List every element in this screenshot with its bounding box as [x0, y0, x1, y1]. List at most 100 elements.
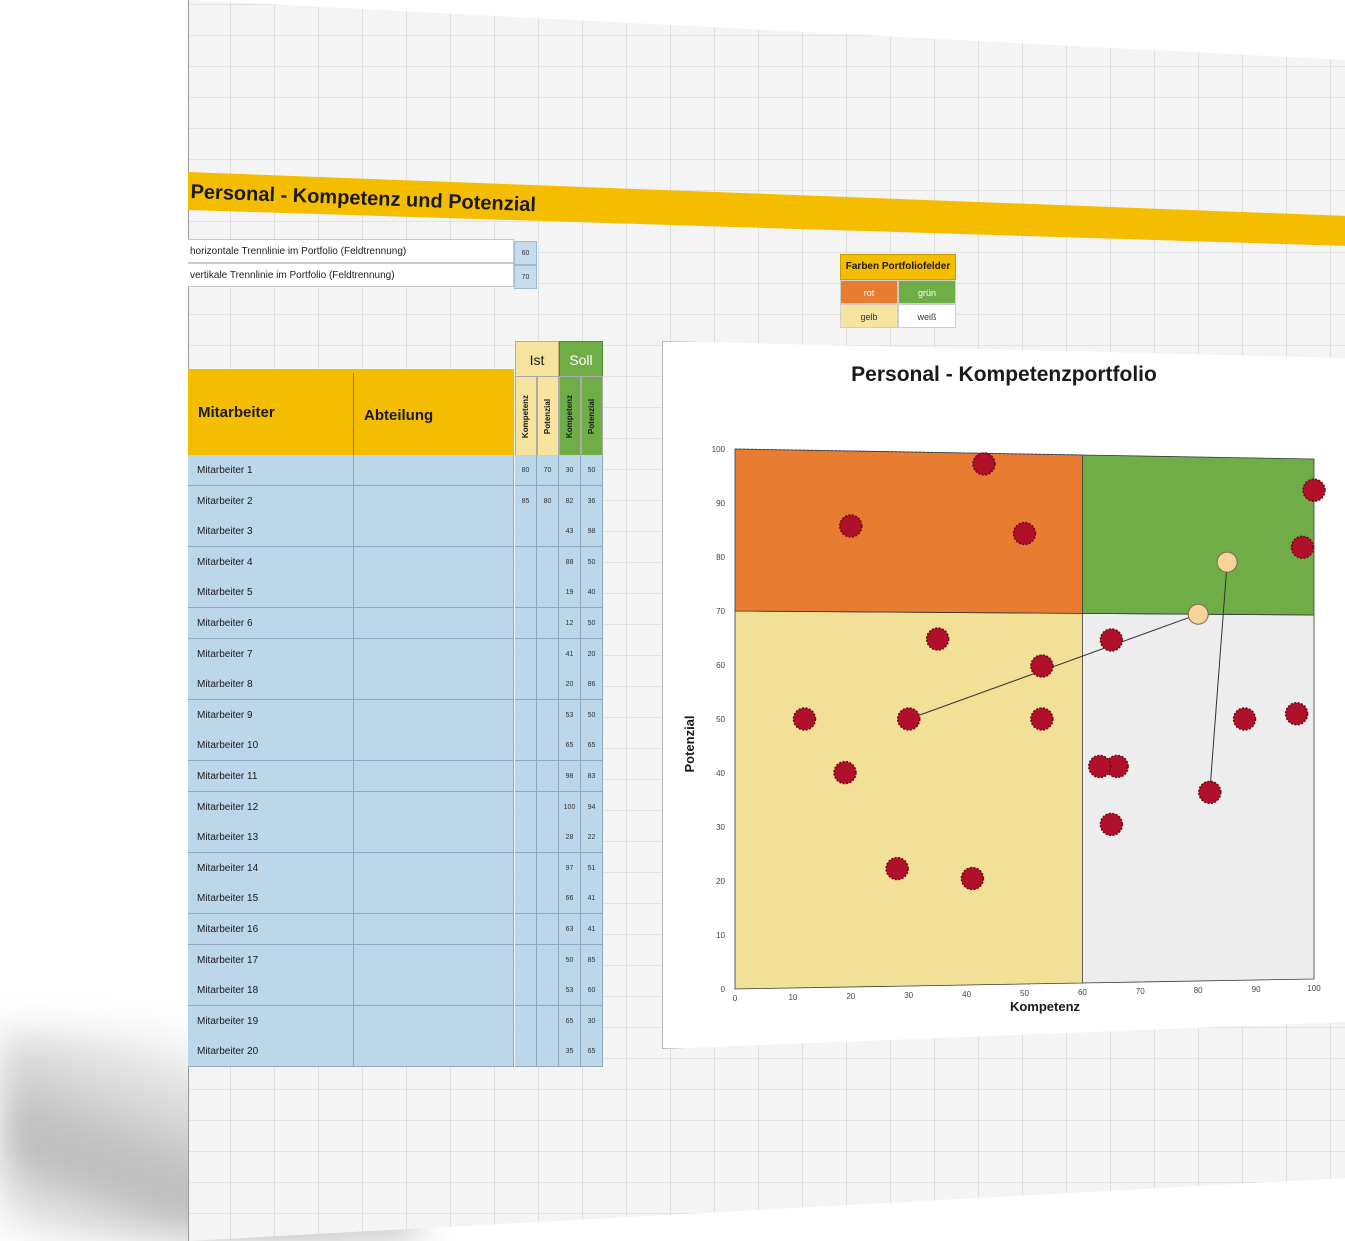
- ist-potenzial-cell[interactable]: [537, 577, 559, 609]
- ist-potenzial-cell[interactable]: [537, 516, 559, 548]
- soll-potenzial-cell[interactable]: 83: [581, 761, 603, 792]
- ist-kompetenz-cell[interactable]: [515, 975, 537, 1007]
- soll-potenzial-cell[interactable]: 36: [581, 485, 603, 517]
- ist-kompetenz-cell[interactable]: [515, 944, 537, 976]
- soll-kompetenz-cell[interactable]: 98: [559, 761, 581, 792]
- soll-kompetenz-cell[interactable]: 66: [559, 883, 581, 915]
- soll-kompetenz-cell[interactable]: 19: [559, 577, 581, 609]
- employee-name-cell[interactable]: Mitarbeiter 20: [188, 1036, 354, 1068]
- soll-kompetenz-cell[interactable]: 63: [559, 914, 581, 945]
- employee-name-cell[interactable]: Mitarbeiter 15: [188, 883, 354, 915]
- soll-kompetenz-cell[interactable]: 88: [559, 546, 581, 578]
- param-vertical-value[interactable]: 70: [514, 265, 537, 289]
- soll-potenzial-cell[interactable]: 40: [581, 577, 603, 609]
- department-cell[interactable]: [354, 699, 514, 731]
- department-cell[interactable]: [354, 577, 514, 609]
- employee-name-cell[interactable]: Mitarbeiter 19: [188, 1005, 354, 1037]
- soll-potenzial-cell[interactable]: 51: [581, 852, 603, 884]
- ist-potenzial-cell[interactable]: [537, 761, 559, 792]
- soll-potenzial-cell[interactable]: 22: [581, 822, 603, 854]
- department-cell[interactable]: [354, 914, 514, 945]
- soll-potenzial-cell[interactable]: 50: [581, 699, 603, 731]
- soll-kompetenz-cell[interactable]: 30: [559, 455, 581, 486]
- ist-kompetenz-cell[interactable]: [515, 1036, 537, 1068]
- ist-potenzial-cell[interactable]: [537, 608, 559, 639]
- param-horizontal-value[interactable]: 60: [514, 241, 537, 265]
- department-cell[interactable]: [354, 608, 514, 639]
- employee-name-cell[interactable]: Mitarbeiter 9: [188, 699, 354, 731]
- ist-kompetenz-cell[interactable]: [515, 546, 537, 578]
- ist-potenzial-cell[interactable]: [537, 730, 559, 762]
- employee-name-cell[interactable]: Mitarbeiter 6: [188, 608, 354, 639]
- ist-potenzial-cell[interactable]: [537, 852, 559, 884]
- department-cell[interactable]: [354, 944, 514, 976]
- employee-name-cell[interactable]: Mitarbeiter 10: [188, 730, 354, 762]
- soll-kompetenz-cell[interactable]: 65: [559, 1005, 581, 1037]
- ist-kompetenz-cell[interactable]: [515, 914, 537, 945]
- department-cell[interactable]: [354, 546, 514, 578]
- ist-potenzial-cell[interactable]: 80: [537, 485, 559, 517]
- ist-potenzial-cell[interactable]: [537, 791, 559, 823]
- ist-kompetenz-cell[interactable]: [515, 852, 537, 884]
- employee-name-cell[interactable]: Mitarbeiter 2: [188, 485, 354, 517]
- soll-kompetenz-cell[interactable]: 82: [559, 485, 581, 517]
- department-cell[interactable]: [354, 1036, 514, 1068]
- soll-potenzial-cell[interactable]: 50: [581, 608, 603, 639]
- ist-kompetenz-cell[interactable]: [515, 516, 537, 548]
- ist-potenzial-cell[interactable]: [537, 638, 559, 670]
- soll-potenzial-cell[interactable]: 50: [581, 546, 603, 578]
- ist-potenzial-cell[interactable]: [537, 822, 559, 854]
- department-cell[interactable]: [354, 455, 514, 486]
- department-cell[interactable]: [354, 883, 514, 915]
- ist-kompetenz-cell[interactable]: 80: [515, 455, 537, 486]
- ist-kompetenz-cell[interactable]: [515, 699, 537, 731]
- ist-kompetenz-cell[interactable]: [515, 608, 537, 639]
- ist-kompetenz-cell[interactable]: [515, 730, 537, 762]
- ist-potenzial-cell[interactable]: [537, 914, 559, 945]
- department-cell[interactable]: [354, 730, 514, 762]
- employee-name-cell[interactable]: Mitarbeiter 1: [188, 455, 354, 486]
- soll-potenzial-cell[interactable]: 30: [581, 1005, 603, 1037]
- department-cell[interactable]: [354, 669, 514, 701]
- employee-name-cell[interactable]: Mitarbeiter 14: [188, 852, 354, 884]
- ist-potenzial-cell[interactable]: [537, 944, 559, 976]
- ist-kompetenz-cell[interactable]: [515, 883, 537, 915]
- employee-name-cell[interactable]: Mitarbeiter 7: [188, 638, 354, 670]
- soll-kompetenz-cell[interactable]: 53: [559, 975, 581, 1007]
- employee-name-cell[interactable]: Mitarbeiter 8: [188, 669, 354, 701]
- ist-kompetenz-cell[interactable]: 85: [515, 485, 537, 517]
- department-cell[interactable]: [354, 516, 514, 548]
- ist-kompetenz-cell[interactable]: [515, 761, 537, 792]
- soll-potenzial-cell[interactable]: 60: [581, 975, 603, 1007]
- soll-kompetenz-cell[interactable]: 41: [559, 638, 581, 670]
- soll-potenzial-cell[interactable]: 86: [581, 669, 603, 701]
- soll-potenzial-cell[interactable]: 41: [581, 914, 603, 945]
- ist-kompetenz-cell[interactable]: [515, 791, 537, 823]
- ist-kompetenz-cell[interactable]: [515, 1005, 537, 1037]
- soll-kompetenz-cell[interactable]: 35: [559, 1036, 581, 1068]
- soll-potenzial-cell[interactable]: 98: [581, 516, 603, 548]
- soll-kompetenz-cell[interactable]: 53: [559, 699, 581, 731]
- employee-name-cell[interactable]: Mitarbeiter 17: [188, 944, 354, 976]
- soll-kompetenz-cell[interactable]: 43: [559, 516, 581, 548]
- soll-kompetenz-cell[interactable]: 97: [559, 852, 581, 884]
- employee-name-cell[interactable]: Mitarbeiter 18: [188, 975, 354, 1007]
- department-cell[interactable]: [354, 485, 514, 517]
- employee-name-cell[interactable]: Mitarbeiter 3: [188, 516, 354, 548]
- ist-kompetenz-cell[interactable]: [515, 669, 537, 701]
- ist-potenzial-cell[interactable]: 70: [537, 455, 559, 486]
- employee-name-cell[interactable]: Mitarbeiter 13: [188, 822, 354, 854]
- ist-potenzial-cell[interactable]: [537, 699, 559, 731]
- department-cell[interactable]: [354, 822, 514, 854]
- employee-name-cell[interactable]: Mitarbeiter 16: [188, 914, 354, 945]
- department-cell[interactable]: [354, 975, 514, 1007]
- soll-kompetenz-cell[interactable]: 28: [559, 822, 581, 854]
- department-cell[interactable]: [354, 638, 514, 670]
- soll-potenzial-cell[interactable]: 20: [581, 638, 603, 670]
- soll-potenzial-cell[interactable]: 41: [581, 883, 603, 915]
- ist-kompetenz-cell[interactable]: [515, 822, 537, 854]
- ist-kompetenz-cell[interactable]: [515, 638, 537, 670]
- ist-potenzial-cell[interactable]: [537, 546, 559, 578]
- ist-potenzial-cell[interactable]: [537, 1036, 559, 1068]
- soll-potenzial-cell[interactable]: 94: [581, 791, 603, 823]
